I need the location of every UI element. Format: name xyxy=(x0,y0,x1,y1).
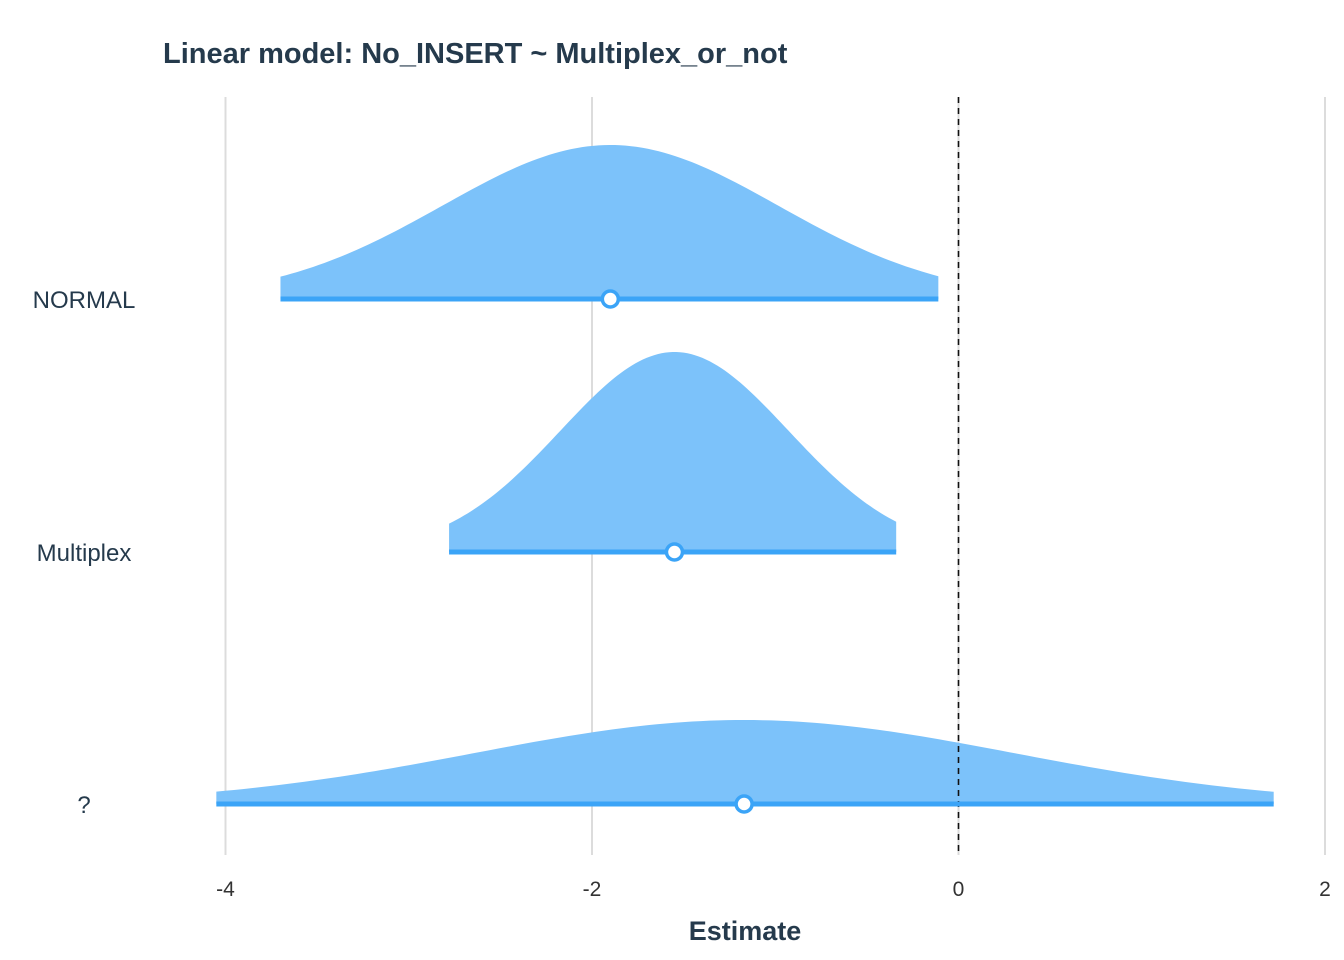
estimate-point xyxy=(600,289,621,309)
point-layer xyxy=(600,289,754,814)
x-tick-label: 2 xyxy=(1319,878,1331,901)
category-label: Multiplex xyxy=(37,540,132,567)
category-label: NORMAL xyxy=(33,287,136,314)
x-tick-labels: -4 -2 0 2 xyxy=(216,878,1331,901)
density-multiplex-shape xyxy=(449,352,897,552)
density-layer xyxy=(216,145,1274,804)
x-tick-label: -4 xyxy=(216,878,235,901)
x-tick-label: 0 xyxy=(953,878,965,901)
x-tick-label: -2 xyxy=(583,878,602,901)
density-normal-shape xyxy=(280,145,939,299)
x-axis-title: Estimate xyxy=(689,916,802,946)
category-label: ? xyxy=(77,792,90,819)
density--shape xyxy=(216,720,1274,804)
chart-title: Linear model: No_INSERT ~ Multiplex_or_n… xyxy=(163,38,788,70)
estimate-point xyxy=(664,542,685,562)
estimate-point xyxy=(734,794,754,814)
category-labels: NORMAL Multiplex? xyxy=(33,287,136,819)
